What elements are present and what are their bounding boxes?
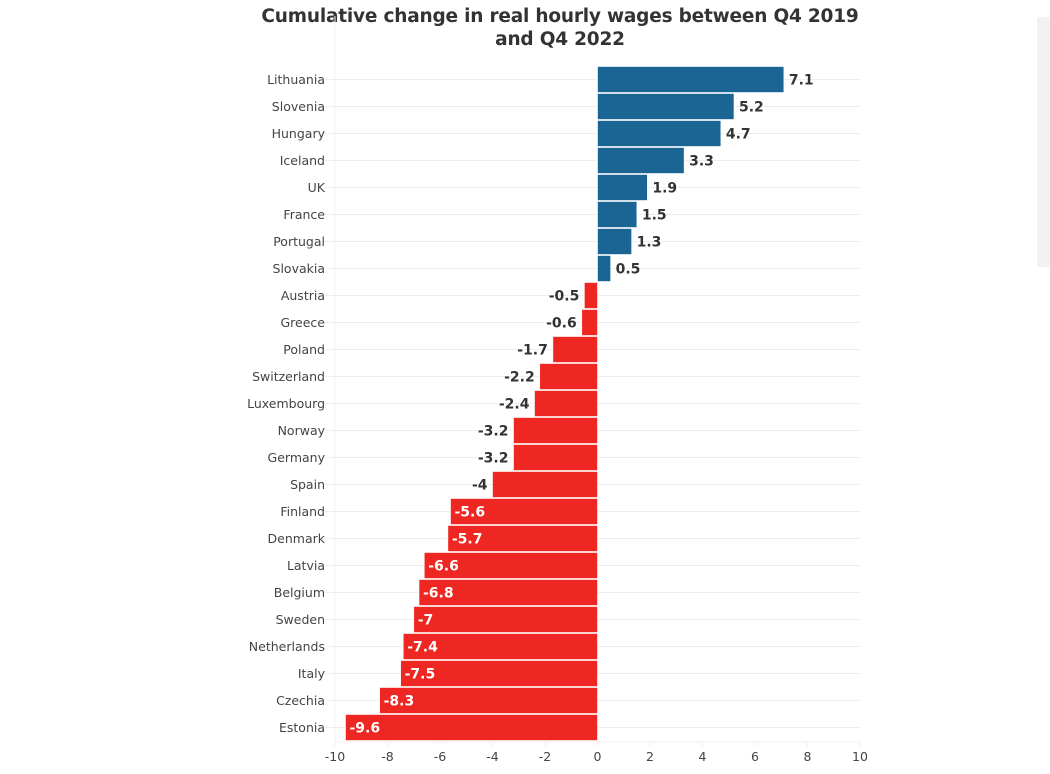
x-tick-label: -6 bbox=[434, 749, 447, 764]
data-label: -9.6 bbox=[350, 721, 381, 737]
bar-sweden[interactable] bbox=[413, 606, 598, 633]
data-label: 5.2 bbox=[739, 100, 764, 116]
data-label: -1.7 bbox=[517, 343, 548, 359]
bar-france[interactable] bbox=[597, 201, 638, 228]
bar-germany[interactable] bbox=[513, 444, 598, 471]
category-label: Belgium bbox=[274, 585, 325, 600]
category-label: Greece bbox=[281, 315, 326, 330]
bar-slovenia[interactable] bbox=[597, 93, 735, 120]
category-label: Latvia bbox=[287, 558, 325, 573]
category-label: Finland bbox=[280, 504, 325, 519]
x-tick-label: 8 bbox=[804, 749, 812, 764]
category-label: Netherlands bbox=[249, 639, 325, 654]
category-label: Denmark bbox=[268, 531, 326, 546]
category-label: Germany bbox=[268, 450, 326, 465]
category-label: Switzerland bbox=[252, 369, 325, 384]
data-label: -6.8 bbox=[423, 586, 454, 602]
bar-denmark[interactable] bbox=[447, 525, 598, 552]
x-tick-label: -10 bbox=[325, 749, 345, 764]
scrollbar[interactable] bbox=[1037, 17, 1050, 267]
data-label: 4.7 bbox=[726, 127, 751, 143]
category-label: Portugal bbox=[273, 234, 325, 249]
bar-netherlands[interactable] bbox=[402, 633, 598, 660]
bar-switzerland[interactable] bbox=[539, 363, 598, 390]
bar-greece[interactable] bbox=[581, 309, 598, 336]
x-tick-label: 0 bbox=[594, 749, 602, 764]
data-label: -2.2 bbox=[504, 370, 535, 386]
data-label: -6.6 bbox=[428, 559, 459, 575]
bar-norway[interactable] bbox=[513, 417, 598, 444]
bar-italy[interactable] bbox=[400, 660, 598, 687]
bar-czechia[interactable] bbox=[379, 687, 598, 714]
bar-uk[interactable] bbox=[597, 174, 648, 201]
bar-poland[interactable] bbox=[552, 336, 598, 363]
bar-lithuania[interactable] bbox=[597, 66, 785, 93]
bar-iceland[interactable] bbox=[597, 147, 685, 174]
category-label: France bbox=[283, 207, 325, 222]
category-label: Luxembourg bbox=[247, 396, 325, 411]
x-tick-label: -8 bbox=[381, 749, 394, 764]
data-label: -5.6 bbox=[455, 505, 486, 521]
category-label: Estonia bbox=[279, 720, 325, 735]
category-label: Poland bbox=[283, 342, 325, 357]
data-label: 7.1 bbox=[789, 73, 814, 89]
data-label: 3.3 bbox=[689, 154, 714, 170]
bar-slovakia[interactable] bbox=[597, 255, 611, 282]
data-label: -3.2 bbox=[478, 451, 509, 467]
category-label: Italy bbox=[298, 666, 326, 681]
category-label: Lithuania bbox=[267, 72, 325, 87]
data-label: -7.5 bbox=[405, 667, 436, 683]
data-label: -7.4 bbox=[407, 640, 438, 656]
category-label: Iceland bbox=[280, 153, 325, 168]
category-label: Hungary bbox=[272, 126, 326, 141]
data-label: -4 bbox=[472, 478, 488, 494]
category-label: Norway bbox=[278, 423, 326, 438]
data-label: -7 bbox=[418, 613, 434, 629]
bar-portugal[interactable] bbox=[597, 228, 632, 255]
category-label: Austria bbox=[281, 288, 325, 303]
data-label: -8.3 bbox=[384, 694, 415, 710]
data-label: 1.5 bbox=[642, 208, 667, 224]
data-label: -3.2 bbox=[478, 424, 509, 440]
data-label: -2.4 bbox=[499, 397, 530, 413]
category-label: Slovenia bbox=[272, 99, 325, 114]
category-label: UK bbox=[308, 180, 326, 195]
x-tick-label: -4 bbox=[486, 749, 499, 764]
bar-luxembourg[interactable] bbox=[534, 390, 598, 417]
chart-title: Cumulative change in real hourly wages b… bbox=[261, 6, 859, 50]
data-label: -0.5 bbox=[549, 289, 580, 305]
bar-austria[interactable] bbox=[584, 282, 598, 309]
x-tick-label: 6 bbox=[751, 749, 759, 764]
data-label: -5.7 bbox=[452, 532, 483, 548]
bar-latvia[interactable] bbox=[423, 552, 598, 579]
x-tick-label: 2 bbox=[646, 749, 654, 764]
bar-estonia[interactable] bbox=[345, 714, 598, 741]
bar-belgium[interactable] bbox=[418, 579, 598, 606]
x-tick-label: -2 bbox=[539, 749, 551, 764]
category-label: Slovakia bbox=[273, 261, 325, 276]
data-label: 1.3 bbox=[637, 235, 662, 251]
bar-hungary[interactable] bbox=[597, 120, 722, 147]
data-labels: 7.1 5.2 4.7 3.3 1.9 1.5 1.3 0.5 -0.5 -0.6 -1.7 -2.2… bbox=[348, 73, 814, 739]
category-label: Sweden bbox=[276, 612, 325, 627]
x-tick-label: 4 bbox=[699, 749, 707, 764]
category-axis: Lithuania Slovenia Hungary Iceland UK France P… bbox=[247, 72, 332, 735]
category-label: Spain bbox=[290, 477, 325, 492]
data-label: 1.9 bbox=[652, 181, 677, 197]
category-label: Czechia bbox=[276, 693, 325, 708]
value-axis: -10 -8 -6 -4 -2 0 2 4 6 8 10 bbox=[325, 742, 868, 764]
data-label: 0.5 bbox=[616, 262, 641, 278]
data-label: -0.6 bbox=[546, 316, 577, 332]
bar-finland[interactable] bbox=[450, 498, 598, 525]
x-tick-label: 10 bbox=[852, 749, 868, 764]
bar-spain[interactable] bbox=[492, 471, 598, 498]
bar-layer bbox=[345, 66, 785, 741]
